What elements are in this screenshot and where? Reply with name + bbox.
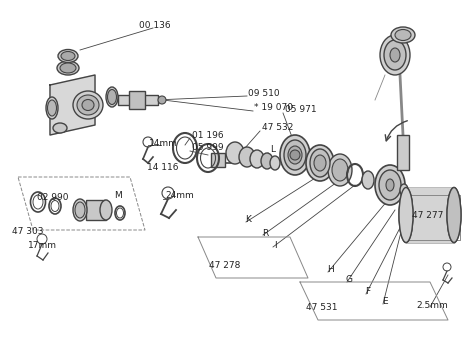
Ellipse shape bbox=[332, 159, 348, 181]
Ellipse shape bbox=[57, 61, 79, 75]
Text: 24mm: 24mm bbox=[165, 191, 194, 201]
Text: * 19 070: * 19 070 bbox=[254, 104, 293, 112]
Text: 05 971: 05 971 bbox=[285, 105, 317, 114]
Ellipse shape bbox=[400, 184, 408, 196]
Text: R: R bbox=[262, 229, 268, 238]
Ellipse shape bbox=[73, 91, 103, 119]
Ellipse shape bbox=[284, 140, 306, 170]
Text: 47 278: 47 278 bbox=[209, 260, 241, 270]
Ellipse shape bbox=[310, 149, 330, 177]
Ellipse shape bbox=[75, 202, 85, 218]
Text: E: E bbox=[382, 298, 388, 307]
Ellipse shape bbox=[261, 153, 273, 169]
Text: 14 116: 14 116 bbox=[147, 163, 179, 173]
Text: H: H bbox=[326, 266, 333, 274]
Circle shape bbox=[158, 96, 166, 104]
Text: 17mm: 17mm bbox=[27, 241, 57, 251]
Ellipse shape bbox=[379, 170, 401, 200]
Ellipse shape bbox=[280, 135, 310, 175]
Ellipse shape bbox=[375, 165, 405, 205]
Bar bbox=[129, 91, 145, 109]
Text: 47 531: 47 531 bbox=[306, 303, 338, 313]
Text: 2.5mm: 2.5mm bbox=[416, 301, 448, 309]
Ellipse shape bbox=[61, 51, 75, 61]
Bar bbox=[118, 95, 158, 105]
Text: 00 136: 00 136 bbox=[139, 21, 171, 29]
Ellipse shape bbox=[73, 199, 87, 221]
Ellipse shape bbox=[314, 155, 326, 171]
Ellipse shape bbox=[391, 27, 415, 43]
Bar bbox=[211, 153, 225, 167]
Ellipse shape bbox=[399, 188, 413, 243]
Text: G: G bbox=[345, 275, 352, 285]
Ellipse shape bbox=[107, 90, 117, 105]
Text: 47 277: 47 277 bbox=[412, 210, 444, 219]
Text: 14mm: 14mm bbox=[148, 139, 178, 147]
Ellipse shape bbox=[239, 147, 255, 167]
Ellipse shape bbox=[58, 49, 78, 63]
Bar bbox=[86, 200, 106, 220]
Ellipse shape bbox=[77, 95, 99, 115]
Polygon shape bbox=[50, 75, 95, 135]
Text: M: M bbox=[114, 190, 122, 199]
Ellipse shape bbox=[82, 99, 94, 111]
Bar bbox=[406, 188, 454, 243]
Text: 02 990: 02 990 bbox=[37, 194, 69, 203]
Ellipse shape bbox=[106, 87, 118, 107]
Ellipse shape bbox=[100, 200, 112, 220]
Ellipse shape bbox=[380, 35, 410, 75]
Ellipse shape bbox=[362, 171, 374, 189]
Ellipse shape bbox=[53, 123, 67, 133]
Ellipse shape bbox=[250, 150, 264, 168]
Text: K: K bbox=[245, 216, 251, 224]
Ellipse shape bbox=[60, 63, 76, 73]
Text: L: L bbox=[270, 146, 275, 154]
Text: 47 303: 47 303 bbox=[12, 228, 44, 237]
Ellipse shape bbox=[447, 188, 461, 243]
Ellipse shape bbox=[390, 48, 400, 62]
Text: 01 196: 01 196 bbox=[192, 131, 224, 140]
Text: 47 532: 47 532 bbox=[262, 124, 293, 133]
Circle shape bbox=[290, 150, 300, 160]
Text: 05 999: 05 999 bbox=[192, 144, 224, 153]
Ellipse shape bbox=[399, 188, 413, 243]
Ellipse shape bbox=[46, 97, 58, 119]
Text: I: I bbox=[274, 240, 276, 250]
Ellipse shape bbox=[447, 188, 461, 243]
Ellipse shape bbox=[386, 179, 394, 191]
Bar bbox=[397, 135, 409, 170]
Text: 09 510: 09 510 bbox=[248, 89, 279, 98]
Ellipse shape bbox=[47, 100, 57, 116]
Ellipse shape bbox=[226, 142, 244, 164]
Ellipse shape bbox=[288, 146, 302, 164]
Ellipse shape bbox=[270, 156, 280, 170]
Text: F: F bbox=[365, 287, 371, 296]
Ellipse shape bbox=[395, 29, 411, 41]
Ellipse shape bbox=[384, 40, 406, 70]
Ellipse shape bbox=[306, 145, 334, 181]
Ellipse shape bbox=[328, 154, 352, 186]
